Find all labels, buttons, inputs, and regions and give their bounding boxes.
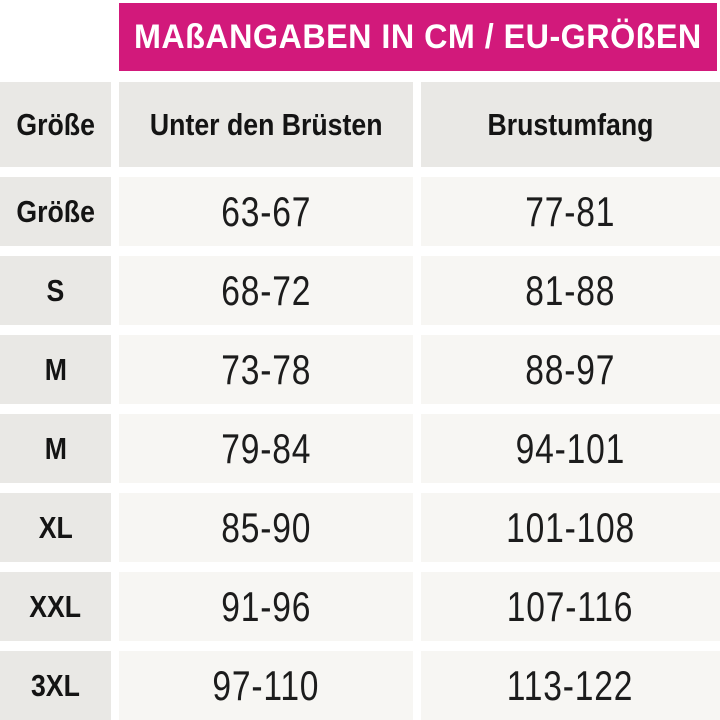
- page-title: MAßANGABEN IN CM / EU-GRÖßEN: [134, 17, 702, 56]
- bust-cell: 101-108: [421, 493, 720, 562]
- underbust-cell: 85-90: [119, 493, 413, 562]
- column-header-underbust: Unter den Brüsten: [119, 82, 413, 167]
- size-cell: XXL: [0, 572, 111, 641]
- bust-cell: 107-116: [421, 572, 720, 641]
- size-cell: M: [0, 414, 111, 483]
- size-table: Größe Unter den Brüsten Brustumfang Größ…: [0, 82, 720, 720]
- bust-cell: 81-88: [421, 256, 720, 325]
- bust-cell: 88-97: [421, 335, 720, 404]
- title-banner: MAßANGABEN IN CM / EU-GRÖßEN: [119, 3, 717, 71]
- underbust-cell: 97-110: [119, 651, 413, 720]
- underbust-cell: 63-67: [119, 177, 413, 246]
- size-cell: S: [0, 256, 111, 325]
- underbust-cell: 68-72: [119, 256, 413, 325]
- bust-cell: 113-122: [421, 651, 720, 720]
- size-cell: XL: [0, 493, 111, 562]
- column-header-size: Größe: [0, 82, 111, 167]
- underbust-cell: 73-78: [119, 335, 413, 404]
- underbust-cell: 79-84: [119, 414, 413, 483]
- size-cell: M: [0, 335, 111, 404]
- size-cell: 3XL: [0, 651, 111, 720]
- size-cell: Größe: [0, 177, 111, 246]
- column-header-bust: Brustumfang: [421, 82, 720, 167]
- bust-cell: 94-101: [421, 414, 720, 483]
- underbust-cell: 91-96: [119, 572, 413, 641]
- bust-cell: 77-81: [421, 177, 720, 246]
